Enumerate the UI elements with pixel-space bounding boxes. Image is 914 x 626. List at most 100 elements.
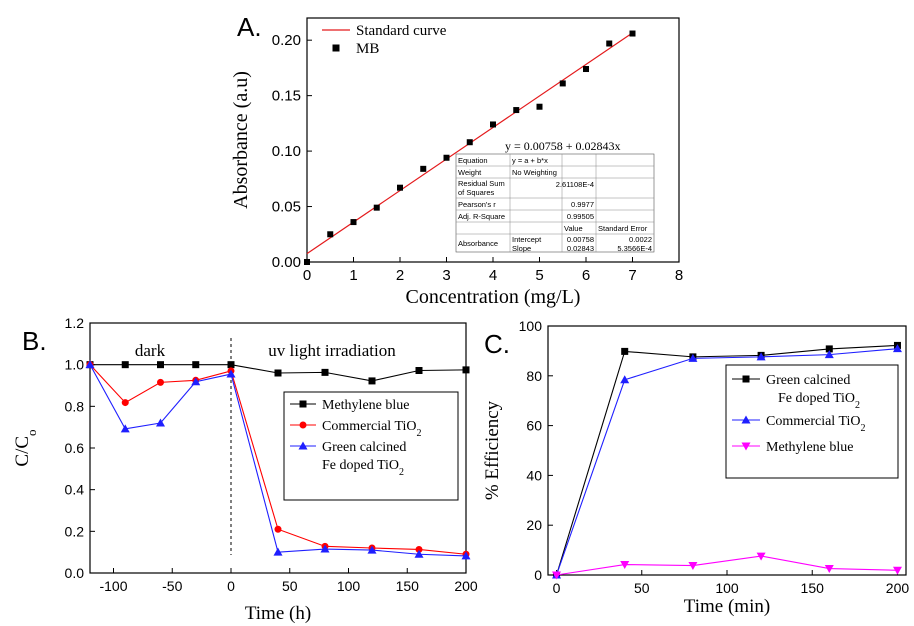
x-tick-label: 3 — [442, 267, 450, 284]
data-point — [121, 361, 129, 369]
data-point — [756, 352, 766, 361]
x-tick-label: 100 — [337, 578, 361, 594]
legend-swatch-marker — [299, 400, 307, 408]
table-cell: 0.9977 — [571, 200, 594, 209]
table-cell: Absorbance — [458, 239, 498, 248]
data-point — [321, 368, 329, 376]
x-tick-label: 0 — [303, 267, 311, 284]
panel-label: A. — [237, 12, 262, 42]
table-cell: y = a + b*x — [512, 156, 548, 165]
data-point — [350, 219, 357, 226]
series-1 — [552, 344, 902, 579]
table-cell: Residual Sum of Squares — [458, 179, 505, 197]
data-point — [892, 566, 902, 575]
x-tick-label: -100 — [99, 578, 127, 594]
data-point — [552, 571, 562, 580]
data-point — [606, 40, 613, 47]
data-point — [327, 231, 334, 238]
panel-label: B. — [22, 326, 47, 356]
x-tick-label: 4 — [489, 267, 497, 284]
series-2 — [552, 552, 902, 580]
data-point — [688, 562, 698, 571]
x-tick-label: 0 — [227, 578, 235, 594]
legend: Green calcined Fe doped TiO2 Commercial Ti… — [725, 364, 899, 479]
x-tick-label: 5 — [535, 267, 543, 284]
legend-swatch-marker — [741, 415, 751, 424]
table-cell: Intercept — [512, 235, 542, 244]
legend-label: Methylene blue — [766, 440, 853, 455]
data-point — [273, 547, 283, 556]
y-tick-label: 80 — [526, 368, 542, 384]
data-point — [629, 30, 636, 37]
legend-label: Commercial TiO2 — [322, 419, 422, 439]
y-tick-label: 0.4 — [65, 482, 85, 498]
legend-label: Fe doped TiO2 — [778, 391, 860, 411]
data-point — [824, 350, 834, 359]
x-axis-label: Time (min) — [684, 596, 770, 617]
x-tick-label: 50 — [634, 580, 650, 596]
data-point — [156, 418, 165, 427]
legend-label: Green calcined — [322, 440, 406, 455]
data-point — [513, 107, 520, 114]
data-point — [443, 154, 450, 161]
legend-swatch-marker — [298, 441, 308, 450]
data-point — [157, 361, 164, 369]
data-point — [227, 361, 235, 369]
data-point — [415, 367, 423, 374]
panel-b: B. -100 -50 0 50 100 150 200 0.0 0.2 0.4 0.6 0.8 1.0 1… — [12, 315, 478, 624]
y-tick-label: 20 — [526, 517, 542, 533]
y-tick-label: 0.20 — [272, 32, 301, 49]
legend-swatch-marker — [332, 44, 340, 52]
legend-label: Standard curve — [356, 23, 447, 39]
table-cell: Adj. R-Square — [458, 212, 505, 221]
data-point — [368, 377, 376, 385]
y-tick-label: 0.6 — [65, 440, 85, 456]
series-0 — [86, 361, 470, 385]
x-tick-label: 8 — [675, 267, 683, 284]
x-tick-label: 6 — [582, 267, 590, 284]
y-tick-label: 60 — [526, 418, 542, 434]
x-tick-label: 150 — [396, 578, 420, 594]
data-point — [415, 545, 423, 553]
data-point — [461, 551, 471, 560]
legend-swatch-marker — [742, 375, 750, 383]
y-tick-label: 0.15 — [272, 88, 301, 105]
y-tick-label: 1.0 — [65, 357, 85, 373]
table-cell: 5.3566E-4 — [617, 244, 652, 253]
x-tick-label: 150 — [801, 580, 825, 596]
y-tick-label: 0.2 — [65, 523, 85, 539]
legend-box — [725, 364, 899, 479]
data-point — [620, 375, 630, 384]
series-line — [90, 364, 467, 382]
data-point — [320, 544, 330, 553]
y-tick-label: 0.8 — [65, 398, 85, 414]
legend-swatch-marker — [299, 421, 307, 429]
x-tick-label: 0 — [553, 580, 561, 596]
data-point — [121, 399, 129, 407]
data-point — [756, 552, 766, 561]
data-point — [420, 165, 427, 172]
x-tick-label: 2 — [396, 267, 404, 284]
data-point — [157, 378, 164, 386]
data-point — [304, 259, 310, 265]
data-point — [824, 565, 834, 574]
x-tick-label: 100 — [715, 580, 739, 596]
data-point — [274, 369, 282, 377]
data-point — [892, 344, 902, 353]
data-point — [825, 345, 833, 353]
table-border — [455, 153, 655, 253]
y-tick-label: 100 — [519, 318, 543, 334]
y-axis-label: % Efficiency — [482, 400, 503, 500]
y-axis-label: Absorbance (a.u) — [230, 71, 252, 209]
series-line — [555, 344, 898, 576]
data-point — [397, 184, 403, 191]
panel-a: A. 0 1 2 3 4 5 6 7 8 0.00 0.05 0.10 0.15 0.20 Concentra… — [230, 12, 683, 308]
legend-swatch-marker — [741, 442, 751, 451]
table-cell: 0.99505 — [567, 212, 594, 221]
y-tick-label: 0.10 — [272, 143, 301, 160]
legend-label: Fe doped TiO2 — [322, 458, 404, 478]
table-cell: 0.00758 — [567, 235, 594, 244]
y-tick-label: 40 — [526, 467, 542, 483]
data-point — [466, 139, 473, 146]
data-point — [583, 66, 589, 73]
